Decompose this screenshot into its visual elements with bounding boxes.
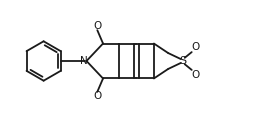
Text: O: O	[192, 70, 200, 80]
Text: O: O	[93, 21, 101, 31]
Text: O: O	[192, 42, 200, 52]
Text: S: S	[179, 56, 186, 66]
Text: N: N	[80, 56, 88, 66]
Text: O: O	[93, 91, 101, 101]
